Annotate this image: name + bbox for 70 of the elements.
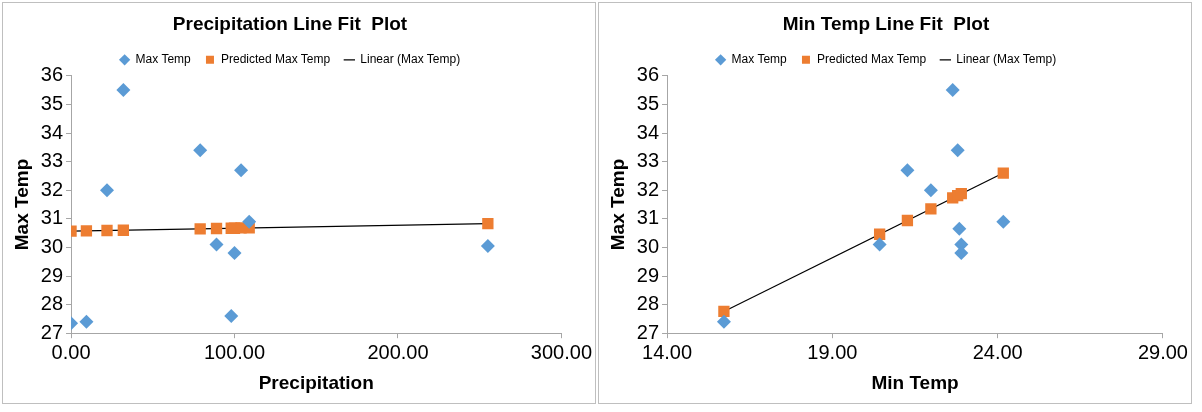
x-tick-label: 200.00 xyxy=(367,340,429,363)
y-tick-label: 31 xyxy=(40,206,64,229)
y-tick-label: 28 xyxy=(40,292,64,315)
x-axis-title: Min Temp xyxy=(871,371,959,393)
y-tick-label: 32 xyxy=(40,177,64,200)
point xyxy=(950,143,965,158)
point xyxy=(952,221,967,236)
y-tick-label: 31 xyxy=(636,206,660,229)
chart-title: Min Temp Line Fit Plot xyxy=(782,12,990,34)
point xyxy=(923,183,938,198)
point xyxy=(100,183,115,198)
point xyxy=(873,228,886,240)
point xyxy=(227,246,242,261)
point xyxy=(234,163,249,178)
legend-label: Linear (Max Temp) xyxy=(360,52,461,67)
x-tick-label: 14.00 xyxy=(642,340,693,363)
point xyxy=(718,305,730,318)
x-tick-label: 0.00 xyxy=(51,340,91,363)
point xyxy=(945,83,960,98)
point xyxy=(224,309,239,324)
point xyxy=(480,238,495,253)
y-axis-title: Max Temp xyxy=(606,158,628,251)
x-tick-label: 100.00 xyxy=(203,340,266,363)
y-tick-label: 35 xyxy=(40,91,64,114)
y-tick-label: 29 xyxy=(636,263,660,286)
legend-label: Max Temp xyxy=(135,52,192,67)
x-tick-label: 19.00 xyxy=(807,340,858,363)
y-tick-label: 36 xyxy=(636,63,660,86)
point xyxy=(482,218,494,230)
y-tick-label: 34 xyxy=(40,120,64,143)
point xyxy=(954,246,969,261)
point xyxy=(193,143,208,158)
point xyxy=(900,163,915,178)
y-tick-label: 33 xyxy=(636,149,660,172)
legend-label: Linear (Max Temp) xyxy=(956,52,1057,67)
y-tick-label: 29 xyxy=(40,263,64,286)
point xyxy=(79,314,94,329)
y-axis-title: Max Temp xyxy=(10,158,32,251)
y-tick-label: 30 xyxy=(636,234,660,257)
point xyxy=(242,214,257,229)
point xyxy=(80,225,93,237)
point xyxy=(872,237,887,252)
chart-title: Precipitation Line Fit Plot xyxy=(172,12,408,34)
y-tick-label: 34 xyxy=(636,120,660,143)
x-tick-label: 24.00 xyxy=(972,340,1023,363)
point xyxy=(116,83,131,98)
legend-label: Max Temp xyxy=(731,52,788,67)
x-axis-title: Precipitation xyxy=(258,371,374,393)
point xyxy=(901,214,914,227)
x-tick-label: 300.00 xyxy=(530,340,592,363)
y-tick-label: 36 xyxy=(40,63,64,86)
legend-label: Predicted Max Temp xyxy=(816,52,927,67)
y-tick-label: 27 xyxy=(40,320,64,343)
point xyxy=(209,237,224,252)
y-tick-label: 28 xyxy=(636,292,660,315)
point xyxy=(996,214,1011,229)
y-tick-label: 27 xyxy=(636,320,660,343)
point xyxy=(194,223,206,235)
point xyxy=(210,222,223,235)
y-tick-label: 35 xyxy=(636,91,660,114)
x-tick-label: 29.00 xyxy=(1137,340,1189,363)
y-tick-label: 30 xyxy=(40,234,64,257)
point xyxy=(997,167,1009,179)
point xyxy=(716,314,731,329)
y-tick-label: 32 xyxy=(636,177,660,200)
legend-label: Predicted Max Temp xyxy=(220,52,331,67)
y-tick-label: 33 xyxy=(40,149,64,172)
point xyxy=(101,224,113,237)
point xyxy=(117,224,130,236)
point xyxy=(925,203,937,215)
